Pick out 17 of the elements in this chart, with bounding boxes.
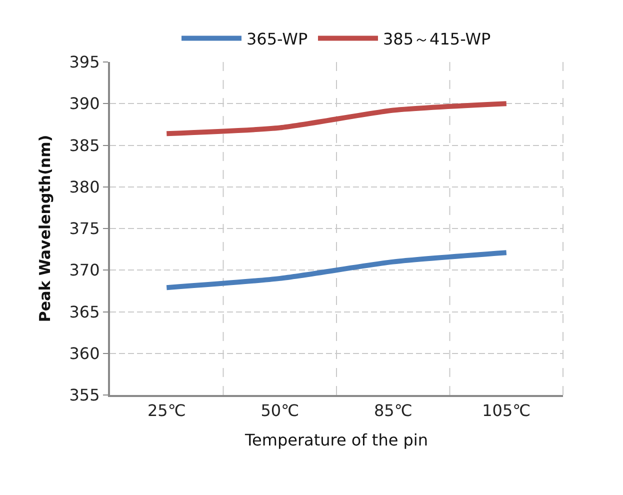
x-tick-label: 50℃ (260, 401, 300, 420)
y-tick-label: 375 (69, 219, 100, 238)
x-axis-title: Temperature of the pin (244, 430, 428, 450)
x-tick-label: 85℃ (374, 401, 412, 420)
y-tick-label: 365 (69, 302, 100, 322)
y-tick-label: 370 (69, 260, 100, 280)
y-tick-label: 360 (69, 344, 100, 363)
legend-label: 385～415-WP (382, 29, 492, 48)
y-tick-label: 380 (69, 177, 100, 196)
y-tick-label: 395 (69, 52, 100, 72)
x-tick-label: 105℃ (482, 401, 531, 420)
legend-label: 365-WP (246, 29, 308, 48)
x-tick-label: 25℃ (147, 401, 186, 420)
y-axis-title: Peak Wavelength(nm) (36, 134, 54, 322)
y-tick-label: 385 (69, 136, 100, 155)
y-tick-label: 390 (69, 94, 100, 114)
y-tick-label: 355 (69, 386, 100, 405)
